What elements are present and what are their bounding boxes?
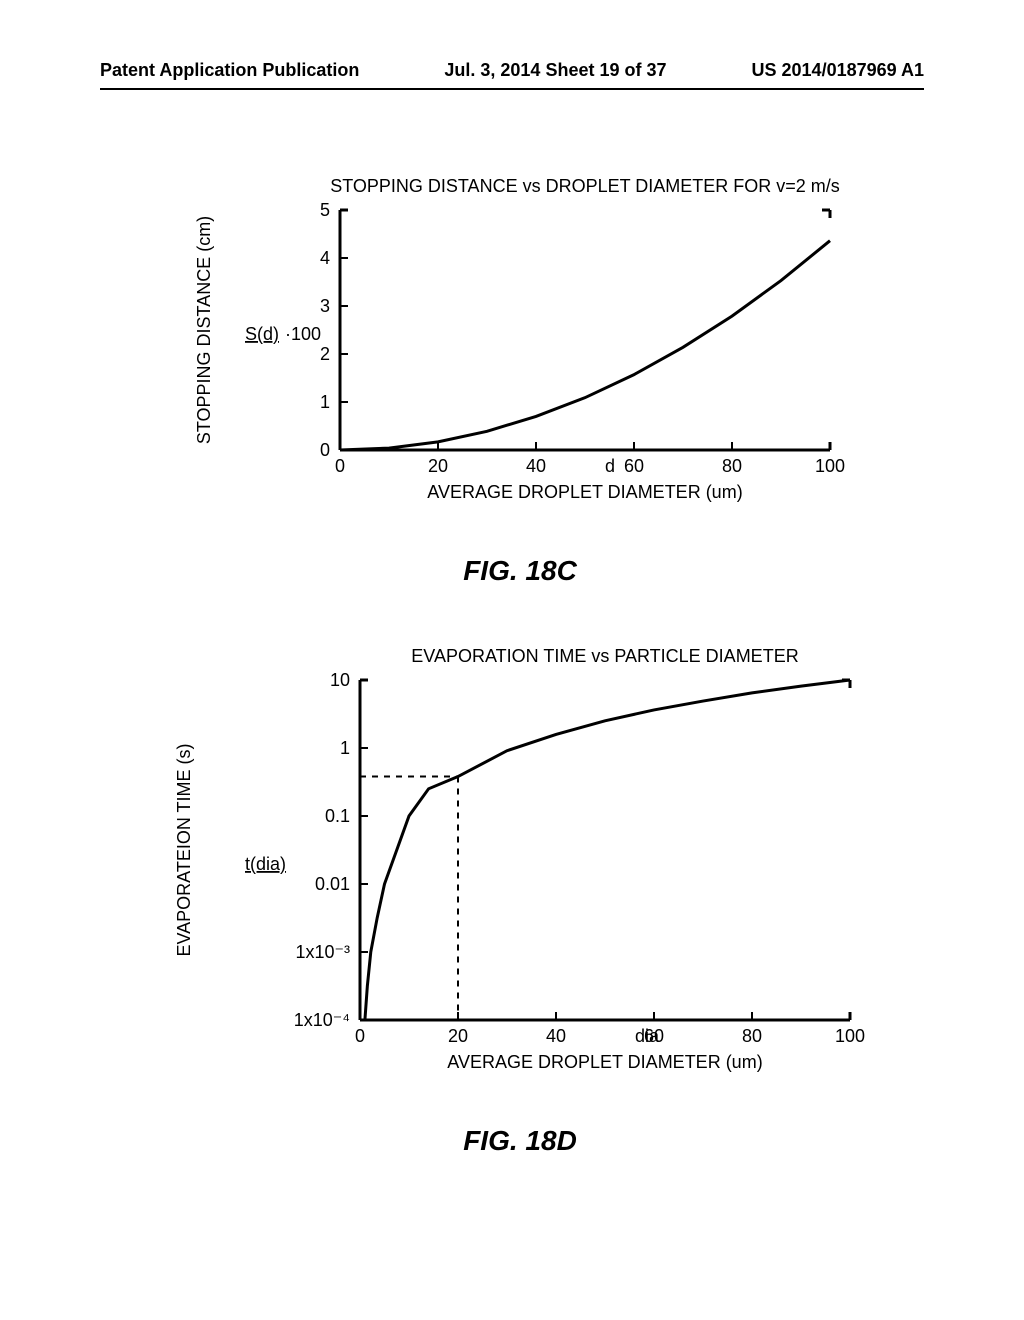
svg-text:5: 5 xyxy=(320,200,330,220)
figure-18c: STOPPING DISTANCE vs DROPLET DIAMETER FO… xyxy=(180,170,860,587)
svg-text:·100: ·100 xyxy=(285,324,321,344)
svg-text:80: 80 xyxy=(742,1026,762,1046)
svg-text:d: d xyxy=(605,456,615,476)
svg-text:dia: dia xyxy=(635,1026,660,1046)
header-left: Patent Application Publication xyxy=(100,60,359,81)
svg-text:40: 40 xyxy=(546,1026,566,1046)
svg-text:2: 2 xyxy=(320,344,330,364)
svg-text:1x10⁻⁴: 1x10⁻⁴ xyxy=(294,1010,350,1030)
svg-text:20: 20 xyxy=(448,1026,468,1046)
figure-18d: EVAPORATION TIME vs PARTICLE DIAMETER 0 20… xyxy=(160,640,880,1157)
svg-text:1x10⁻³: 1x10⁻³ xyxy=(295,942,350,962)
chart-18c: STOPPING DISTANCE vs DROPLET DIAMETER FO… xyxy=(180,170,860,530)
svg-text:STOPPING DISTANCE (cm): STOPPING DISTANCE (cm) xyxy=(194,216,214,444)
svg-text:0.1: 0.1 xyxy=(325,806,350,826)
svg-text:STOPPING DISTANCE vs DROPLET D: STOPPING DISTANCE vs DROPLET DIAMETER FO… xyxy=(330,176,840,196)
chart-18d: EVAPORATION TIME vs PARTICLE DIAMETER 0 20… xyxy=(160,640,880,1100)
svg-text:0.01: 0.01 xyxy=(315,874,350,894)
svg-text:EVAPORATEION TIME (s): EVAPORATEION TIME (s) xyxy=(174,743,194,956)
svg-text:1: 1 xyxy=(320,392,330,412)
svg-text:10: 10 xyxy=(330,670,350,690)
figure-label-18c: FIG. 18C xyxy=(180,555,860,587)
svg-text:80: 80 xyxy=(722,456,742,476)
svg-text:3: 3 xyxy=(320,296,330,316)
svg-text:0: 0 xyxy=(335,456,345,476)
header-center: Jul. 3, 2014 Sheet 19 of 37 xyxy=(444,60,666,81)
svg-text:AVERAGE DROPLET DIAMETER (um): AVERAGE DROPLET DIAMETER (um) xyxy=(427,482,742,502)
svg-text:20: 20 xyxy=(428,456,448,476)
svg-text:1: 1 xyxy=(340,738,350,758)
svg-text:AVERAGE DROPLET DIAMETER (um): AVERAGE DROPLET DIAMETER (um) xyxy=(447,1052,762,1072)
header-right: US 2014/0187969 A1 xyxy=(752,60,924,81)
svg-text:0: 0 xyxy=(355,1026,365,1046)
svg-text:100: 100 xyxy=(815,456,845,476)
svg-text:t(dia): t(dia) xyxy=(245,854,286,874)
page-header: Patent Application Publication Jul. 3, 2… xyxy=(100,60,924,81)
svg-text:EVAPORATION TIME vs PARTICLE D: EVAPORATION TIME vs PARTICLE DIAMETER xyxy=(411,646,798,666)
svg-text:40: 40 xyxy=(526,456,546,476)
svg-text:0: 0 xyxy=(320,440,330,460)
svg-text:4: 4 xyxy=(320,248,330,268)
svg-text:100: 100 xyxy=(835,1026,865,1046)
page: Patent Application Publication Jul. 3, 2… xyxy=(0,0,1024,1320)
svg-text:60: 60 xyxy=(624,456,644,476)
svg-text:S(d): S(d) xyxy=(245,324,279,344)
figure-label-18d: FIG. 18D xyxy=(160,1125,880,1157)
header-rule xyxy=(100,88,924,90)
